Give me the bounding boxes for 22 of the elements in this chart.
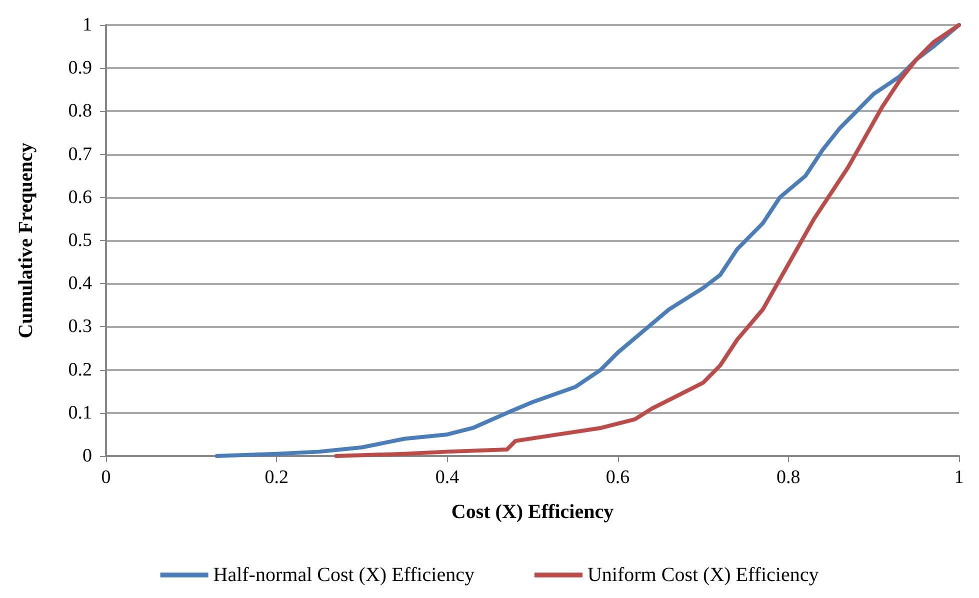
x-tick-label: 0 — [101, 467, 111, 488]
y-tick-label: 0.7 — [68, 144, 92, 165]
line-series — [334, 23, 961, 458]
x-tick-label: 0.6 — [606, 467, 630, 488]
y-tick-label: 0.2 — [68, 359, 92, 380]
legend-label: Uniform Cost (X) Efficiency — [587, 564, 819, 586]
legend-label: Half-normal Cost (X) Efficiency — [213, 564, 474, 586]
y-tick-label: 0 — [82, 446, 92, 466]
y-tick-label: 0.6 — [68, 186, 92, 208]
y-tick-label: 0.1 — [68, 402, 92, 424]
y-tick-label: 1 — [82, 14, 92, 36]
y-tick-label: 0.5 — [68, 230, 92, 251]
x-tick-label: 1 — [954, 467, 964, 488]
y-axis-title: Cumulative Frequency — [15, 142, 37, 338]
x-tick-label: 0.2 — [264, 467, 288, 488]
y-tick-label: 0.9 — [68, 58, 92, 79]
x-tick-label: 0.4 — [435, 467, 460, 488]
y-tick-label: 0.4 — [68, 273, 92, 294]
y-tick-label: 0.8 — [68, 100, 92, 122]
y-tick-label: 0.3 — [68, 316, 92, 338]
x-axis-title: Cost (X) Efficiency — [451, 501, 614, 523]
x-tick-label: 0.8 — [776, 467, 800, 488]
